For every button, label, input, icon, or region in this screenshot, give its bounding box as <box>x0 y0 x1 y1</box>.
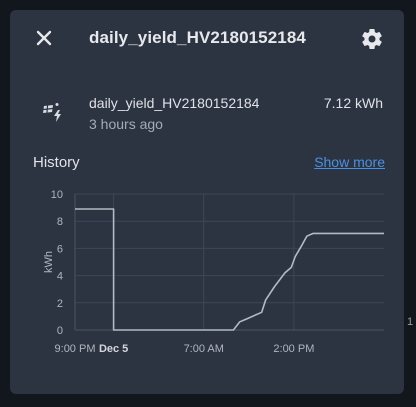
entity-state-value: 7.12 kWh <box>323 95 383 111</box>
settings-button[interactable] <box>360 27 384 51</box>
x-tick-label: 7:00 AM <box>184 343 224 355</box>
x-tick-label: 2:00 PM <box>273 343 314 355</box>
history-chart-svg: 0 2 4 6 8 10 9:00 PM Dec 5 7:00 AM 2:00 PM kWh <box>43 189 384 355</box>
gear-icon <box>362 29 382 49</box>
y-tick-label: 0 <box>57 325 63 337</box>
y-tick-label: 4 <box>57 271 63 283</box>
y-tick-label: 10 <box>51 189 63 201</box>
close-button[interactable] <box>32 26 56 50</box>
close-icon <box>36 30 52 46</box>
more-info-dialog: daily_yield_HV2180152184 daily_yield_HV2… <box>10 10 404 394</box>
stray-tick-label: 1 <box>407 316 414 328</box>
entity-name: daily_yield_HV2180152184 <box>89 95 260 111</box>
entity-last-changed: 3 hours ago <box>89 116 163 132</box>
y-tick-label: 2 <box>57 298 63 310</box>
dialog-header: daily_yield_HV2180152184 <box>10 10 404 66</box>
y-tick-label: 8 <box>57 216 63 228</box>
x-tick-label: 9:00 PM <box>55 343 96 355</box>
entity-row[interactable]: daily_yield_HV2180152184 3 hours ago 7.1… <box>10 88 404 138</box>
history-chart[interactable]: 0 2 4 6 8 10 9:00 PM Dec 5 7:00 AM 2:00 PM kWh <box>10 186 404 394</box>
history-heading: History <box>33 154 80 171</box>
solar-power-icon <box>41 100 65 124</box>
x-tick-label: Dec 5 <box>99 343 128 355</box>
series-line <box>75 208 384 331</box>
show-more-link[interactable]: Show more <box>314 154 385 170</box>
y-axis-label: kWh <box>43 251 55 273</box>
y-tick-label: 6 <box>57 243 63 255</box>
dialog-title: daily_yield_HV2180152184 <box>89 28 306 47</box>
